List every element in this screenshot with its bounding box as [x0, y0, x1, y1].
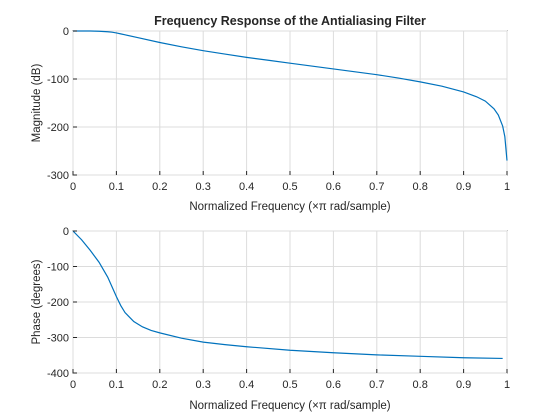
phase-x-tick-label: 0.1 — [109, 379, 124, 391]
magnitude-x-axis-label: Normalized Frequency (×π rad/sample) — [189, 201, 390, 213]
magnitude-y-tick-label: 0 — [63, 26, 69, 38]
phase-axes: 0 0.1 0.2 0.3 0.4 0.5 0.6 0.7 0.8 0.9 1 0 -100 -200 -3… — [31, 226, 510, 412]
phase-x-tick-label: 0.9 — [456, 379, 471, 391]
phase-x-tick-label: 0.5 — [282, 379, 297, 391]
magnitude-axes: 0 0.1 0.2 0.3 0.4 0.5 0.6 0.7 0.8 0.9 1 0 -100 -200 -3… — [31, 14, 510, 213]
phase-y-tick-label: 0 — [63, 226, 69, 238]
phase-y-tick-label: -100 — [47, 262, 69, 274]
magnitude-x-tick-label: 1 — [504, 181, 510, 193]
phase-x-tick-label: 0.6 — [326, 379, 341, 391]
phase-x-tick-label: 0.3 — [196, 379, 211, 391]
magnitude-y-axis-label: Magnitude (dB) — [31, 64, 43, 143]
phase-x-tick-label: 0.8 — [413, 379, 428, 391]
phase-y-axis-label: Phase (degrees) — [31, 259, 43, 344]
phase-x-tick-label: 0.7 — [369, 379, 384, 391]
magnitude-x-tick-label: 0.8 — [413, 181, 428, 193]
phase-y-tick-label: -300 — [47, 333, 69, 345]
magnitude-y-tick-label: -300 — [47, 170, 69, 182]
phase-x-tick-label: 0.2 — [152, 379, 167, 391]
phase-x-axis-label: Normalized Frequency (×π rad/sample) — [189, 400, 390, 412]
magnitude-x-tick-label: 0.1 — [109, 181, 124, 193]
magnitude-y-tick-label: -200 — [47, 122, 69, 134]
magnitude-x-tick-label: 0.3 — [196, 181, 211, 193]
magnitude-chart-title: Frequency Response of the Antialiasing F… — [154, 14, 426, 28]
magnitude-y-tick-label: -100 — [47, 74, 69, 86]
phase-y-tick-label: -400 — [47, 368, 69, 380]
magnitude-x-tick-label: 0.6 — [326, 181, 341, 193]
magnitude-x-tick-label: 0.2 — [152, 181, 167, 193]
magnitude-x-tick-label: 0.4 — [239, 181, 254, 193]
magnitude-x-tick-label: 0.5 — [282, 181, 297, 193]
phase-x-tick-label: 0 — [70, 379, 76, 391]
phase-x-tick-label: 0.4 — [239, 379, 254, 391]
phase-y-tick-label: -200 — [47, 297, 69, 309]
phase-x-tick-label: 1 — [504, 379, 510, 391]
magnitude-x-tick-label: 0.9 — [456, 181, 471, 193]
magnitude-x-tick-label: 0.7 — [369, 181, 384, 193]
magnitude-x-tick-label: 0 — [70, 181, 76, 193]
